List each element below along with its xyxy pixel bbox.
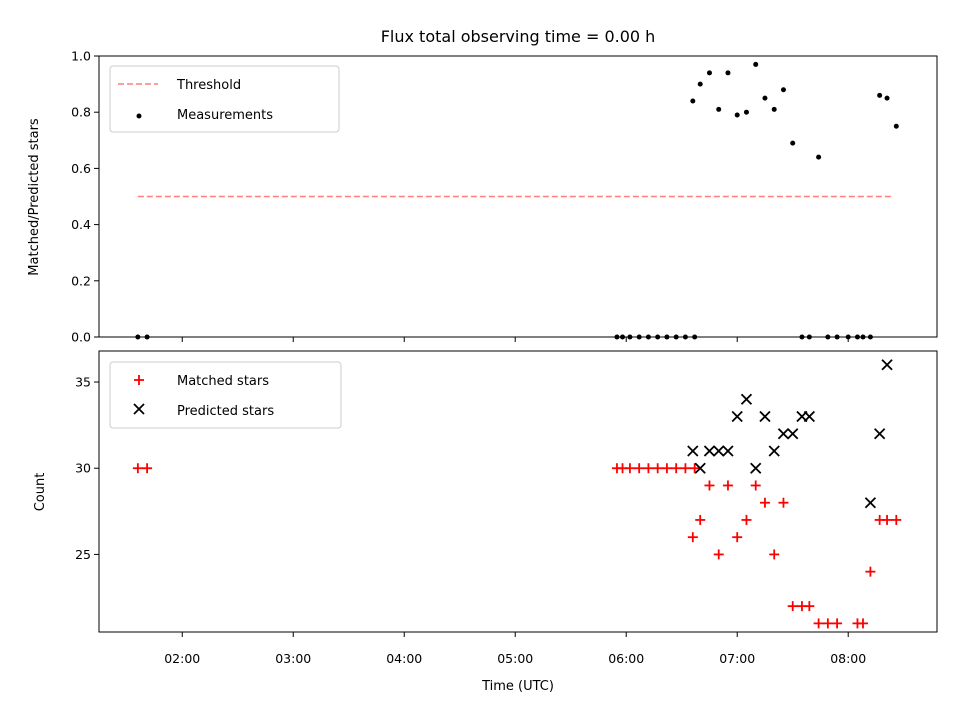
bottom-ytick-label-0: 25 [75,547,91,562]
legend-threshold-label: Threshold [176,78,241,93]
bottom-series-0-point-18 [741,514,752,525]
top-series-0-point-35 [893,123,899,129]
bottom-series-0-point-15 [713,549,724,560]
bottom-series-1-point-4 [722,445,734,457]
xtick-label-5: 07:00 [719,651,755,666]
bottom-series-0-point-19 [750,480,761,491]
bottom-series-0-point-1 [142,463,153,474]
bottom-series-1-point-7 [750,462,762,474]
legend-matched-label: Matched stars [177,374,269,389]
xtick-label-3: 05:00 [497,651,533,666]
bottom-series-1-point-8 [759,410,771,423]
top-series-0-point-18 [743,109,749,115]
top-panel: 0.0 0.2 0.4 0.6 0.8 1.0 Matched/Predicted sta… [27,49,938,345]
top-series-0-point-34 [884,95,890,101]
bottom-series-0-point-8 [661,463,672,474]
bottom-series-1-point-11 [787,428,799,440]
bottom-ytick-label-2: 35 [75,375,91,390]
bottom-series-0-point-0 [132,463,143,474]
top-series-0-point-12 [690,98,696,104]
bottom-series-0-point-16 [722,480,733,491]
bottom-series-1-point-1 [694,462,706,474]
bottom-legend: Matched stars Predicted stars [109,361,342,429]
bottom-series-0-point-21 [769,549,780,560]
bottom-series-0-point-23 [787,601,798,612]
bottom-series-0-point-31 [865,566,876,577]
bottom-series-0-point-13 [695,514,706,525]
bottom-series-0-point-6 [643,463,654,474]
top-series-0-point-17 [734,112,740,118]
bottom-series-0-point-14 [704,480,715,491]
legend-measurements-label: Measurements [177,108,273,123]
bottom-series-1-point-14 [864,497,877,509]
top-series-0-point-33 [877,92,883,98]
bottom-series-0-point-4 [624,463,635,474]
top-series-0-point-15 [716,106,722,112]
top-series-0-point-20 [762,95,768,101]
bottom-series-1-point-5 [731,410,743,423]
top-ytick-label-2: 0.4 [71,217,91,232]
x-axis-label: Time (UTC) [481,679,554,694]
bottom-series-0-point-11 [689,463,700,474]
top-series-0-point-26 [816,154,822,160]
top-ytick-label-3: 0.6 [71,161,91,176]
bottom-series-0-point-9 [671,463,682,474]
top-ytick-label-5: 1.0 [71,49,91,64]
bottom-ylabel: Count [33,473,48,512]
bottom-series-0-point-7 [652,463,663,474]
bottom-series-1-point-2 [703,445,716,457]
bottom-series-1-point-0 [687,445,699,457]
bottom-series-0-point-5 [634,463,645,474]
bottom-series-1-point-10 [777,428,790,440]
top-series-0-point-19 [753,61,759,67]
top-ytick-label-4: 0.8 [71,105,91,120]
bottom-series-0-point-12 [687,532,698,543]
xtick-label-6: 08:00 [830,651,866,666]
bottom-series-1-point-13 [803,410,815,423]
top-series-0 [135,61,899,340]
bottom-series-0-point-20 [759,497,770,508]
bottom-series-0 [132,463,902,629]
top-ylabel: Matched/Predicted stars [27,118,42,276]
bottom-series-1-point-15 [874,428,886,440]
bottom-series-1-point-16 [881,359,893,371]
bottom-series-0-point-26 [813,618,824,629]
top-legend: Threshold Measurements [109,65,340,133]
bottom-panel: 02:00 03:00 04:00 05:00 06:00 07:00 08:00 25 30 3… [33,350,938,666]
top-series-0-point-14 [706,70,712,76]
bottom-series-0-point-34 [891,514,902,525]
bottom-ytick-label-1: 30 [75,461,91,476]
legend-predicted-swatch [133,403,145,415]
figure-title: Flux total observing time = 0.00 h [381,27,656,46]
top-series-0-point-23 [790,140,796,146]
top-series-0-point-21 [771,106,777,112]
top-series-0-point-22 [780,87,786,93]
bottom-series-1-point-9 [768,445,780,457]
top-ytick-label-1: 0.2 [71,273,91,288]
xtick-label-4: 06:00 [608,651,644,666]
legend-matched-swatch [134,375,144,385]
bottom-series-0-point-30 [858,618,869,629]
xtick-label-2: 04:00 [386,651,422,666]
bottom-series-0-point-28 [832,618,843,629]
bottom-series-0-point-10 [680,463,691,474]
legend-predicted-label: Predicted stars [177,404,274,419]
bottom-series-0-point-25 [804,601,815,612]
bottom-series-0-point-27 [822,618,833,629]
xtick-label-1: 03:00 [275,651,311,666]
bottom-series-0-point-22 [778,497,789,508]
legend-measurements-swatch [136,113,142,119]
top-axes-frame [98,55,938,338]
xtick-label-0: 02:00 [164,651,200,666]
bottom-series-1 [687,359,893,509]
bottom-series-0-point-17 [732,532,743,543]
top-series-0-point-16 [725,70,731,76]
bottom-series-1-point-3 [713,445,725,457]
bottom-series-1-point-6 [740,393,753,405]
bottom-axes-frame [98,350,938,633]
top-ytick-label-0: 0.0 [71,330,91,345]
top-series-0-point-13 [697,81,703,87]
bottom-series-0-point-33 [882,514,893,525]
